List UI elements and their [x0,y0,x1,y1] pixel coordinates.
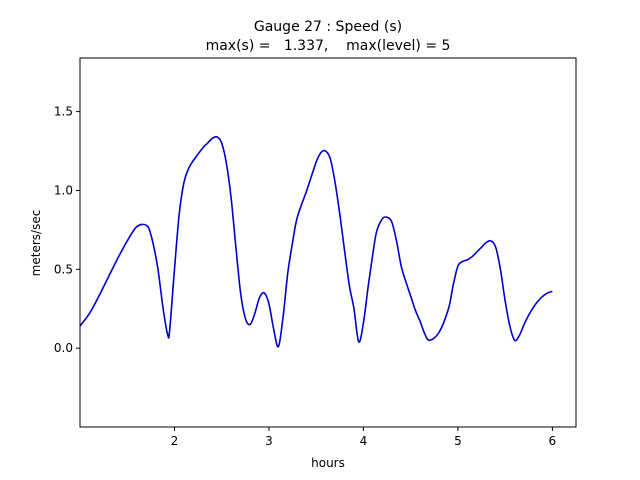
speed-series-line [79,135,553,348]
y-axis-label: meters/sec [29,210,43,277]
y-axis-ticks: 0.0 0.5 1.0 1.5 [54,105,80,355]
x-tick-label: 4 [360,434,368,448]
y-tick-label: 0.0 [54,341,73,355]
x-axis-ticks: 2 3 4 5 6 [171,427,557,448]
plot-series [79,135,553,348]
y-tick-label: 1.0 [54,183,73,197]
x-tick-label: 3 [265,434,273,448]
x-tick-label: 5 [454,434,462,448]
plot-frame [79,57,577,428]
x-axis-label: hours [311,456,345,470]
chart-title-line1: Gauge 27 : Speed (s) [254,19,402,35]
y-tick-label: 1.5 [54,105,73,119]
x-tick-label: 6 [549,434,557,448]
x-tick-label: 2 [171,434,179,448]
y-tick-label: 0.5 [54,262,73,276]
chart-title-line2: max(s) = 1.337, max(level) = 5 [206,38,451,54]
